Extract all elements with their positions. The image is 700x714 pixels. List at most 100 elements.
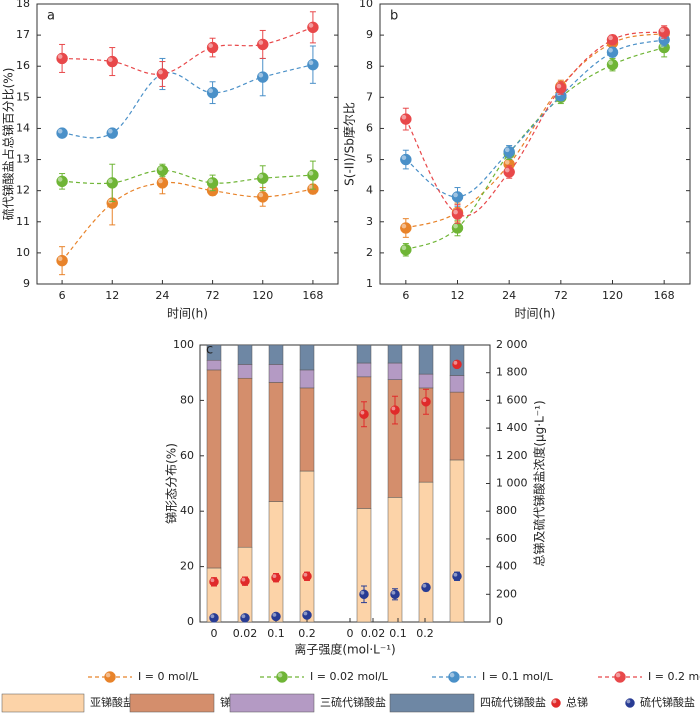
panel-c-xtick-label: 0.02	[233, 627, 258, 640]
panel-c-data-point-body	[421, 397, 431, 407]
panel-a-data-point-highlight	[308, 23, 314, 28]
panel-a-data-point-body	[257, 38, 269, 51]
panel-c-bar-segment	[237, 364, 253, 379]
panel-a-data-point-highlight	[308, 184, 314, 190]
panel-a-data-point-body	[106, 127, 118, 139]
panel-b-data-point-highlight	[453, 192, 458, 198]
panel-b-data-point-body	[400, 113, 412, 125]
panel-c-data-point	[359, 589, 369, 600]
panel-a-data-point	[307, 58, 319, 71]
panel-c-bar-segment	[268, 364, 284, 383]
panel-c-bar-segment	[268, 501, 284, 623]
panel-b-ytick-label: 3	[366, 215, 373, 228]
panel-a-data-point-body	[56, 254, 68, 267]
panel-c-data-point	[240, 613, 250, 623]
panel-a-data-point-highlight	[57, 54, 63, 59]
legend-item: I = 0.2 mol/L	[598, 670, 700, 683]
panel-c-xtick-label: 0.1	[267, 627, 285, 640]
panel-a-xtick-label: 168	[302, 289, 323, 302]
panel-c-ytick-right-label: 2 000	[496, 338, 528, 351]
panel-c-xtick-label: 0	[347, 627, 354, 640]
panel-a-plot-frame	[36, 3, 339, 285]
panel-c-data-point-highlight	[391, 590, 396, 595]
panel-b-yaxis-title: S(-II)/Sb摩尔比	[342, 102, 357, 186]
legend-label: 硫代锑酸盐	[640, 695, 695, 709]
panel-c-data-point-body	[240, 576, 250, 586]
panel-c-bar-segment	[299, 344, 315, 371]
panel-b-data-point-body	[400, 153, 412, 166]
panel-a-data-point-body	[56, 52, 68, 65]
panel-c-data-point-highlight	[422, 398, 427, 403]
panel-c-ytick-right-label: 600	[496, 532, 517, 545]
panel-a-ytick-label: 16	[16, 59, 30, 72]
panel-c-bar-segment	[206, 344, 222, 361]
panel-a-data-point-highlight	[258, 173, 264, 179]
panel-b-xtick-label: 168	[654, 289, 675, 302]
panel-b-data-point-highlight	[504, 147, 510, 153]
legend-item: 亚锑酸盐	[1, 693, 134, 713]
panel-b-data-point-body	[451, 191, 464, 203]
panel-a-data-point	[206, 177, 219, 189]
panel-a-data-point-body	[156, 164, 169, 177]
panel-c-ytick-right-label: 800	[496, 504, 517, 517]
panel-a-data-point	[106, 177, 118, 189]
panel-b-data-point-highlight	[401, 245, 407, 251]
panel-c-data-point	[390, 405, 400, 415]
panel-a-series-line	[62, 26, 314, 75]
panel-c-xtick-label: 0.2	[298, 627, 316, 640]
panel-a-data-point	[206, 41, 219, 54]
legend-marker-highlight	[105, 672, 111, 678]
legend-marker-highlight	[626, 699, 631, 704]
panel-b-data-point-highlight	[401, 155, 407, 160]
panel-c-bar-segment	[449, 391, 465, 461]
panel-b-data-point	[606, 58, 619, 71]
legend-swatch	[129, 693, 215, 713]
panel-a-data-point-body	[106, 55, 118, 68]
panel-a-data-point-body	[257, 172, 269, 184]
panel-a-data-point-highlight	[258, 192, 264, 198]
panel-b-data-point-highlight	[401, 223, 407, 229]
legend-bar-series: 亚锑酸盐锑酸盐三硫代锑酸盐四硫代锑酸盐总锑硫代锑酸盐	[1, 693, 695, 713]
panel-c-data-point-body	[452, 359, 462, 370]
panel-a-yaxis-title: 硫代锑酸盐占总锑百分比(%)	[1, 68, 16, 221]
panel-c-data-point-highlight	[210, 614, 215, 619]
panel-c-data-point	[240, 576, 250, 586]
panel-a-ytick-label: 15	[16, 90, 30, 103]
legend-marker-body	[551, 698, 561, 708]
panel-b-data-point-body	[606, 46, 619, 58]
panel-a-xtick-label: 12	[105, 289, 119, 302]
panel-a-ytick-label: 10	[16, 246, 30, 259]
panel-c-xaxis-title: 离子强度(mol·L⁻¹)	[294, 642, 395, 657]
legend-label: I = 0.2 mol/L	[648, 670, 700, 683]
panel-c-bar-segment	[449, 459, 465, 623]
panel-c-bar-segment	[387, 362, 403, 380]
panel-c-data-point	[390, 589, 400, 600]
legend-item: I = 0.02 mol/L	[260, 670, 389, 683]
panel-b-xtick-label: 6	[402, 289, 409, 302]
panel-c-bar-segment	[418, 481, 434, 623]
panel-c-ytick-label: 60	[180, 449, 194, 462]
panel-a-data-point-highlight	[57, 177, 63, 182]
legend-swatch	[229, 693, 315, 713]
panel-c-data-point	[302, 571, 312, 582]
panel-c-yaxis-title: 锑形态分布(%)	[165, 443, 179, 524]
panel-a-xtick-label: 120	[252, 289, 273, 302]
panel-a-data-point-highlight	[208, 88, 213, 94]
panel-c-ytick-right-label: 0	[496, 615, 503, 628]
panel-c-ytick-right-label: 400	[496, 560, 517, 573]
panel-b-ytick-label: 10	[359, 0, 373, 10]
panel-a-xtick-label: 72	[206, 289, 220, 302]
panel-a-ytick-label: 17	[16, 28, 30, 41]
panel-b-data-point-highlight	[453, 223, 458, 229]
panel-c-bar-segment	[206, 369, 222, 569]
panel-b-data-point-highlight	[608, 60, 613, 66]
panel-c-data-point	[271, 572, 281, 583]
panel-c-data-point-highlight	[272, 574, 277, 578]
panel-c-bar-segment	[356, 362, 372, 378]
panel-b-data-point-highlight	[556, 83, 562, 89]
legend-marker	[104, 671, 116, 683]
panel-b-xaxis-title: 时间(h)	[515, 307, 556, 321]
legend-label: 四硫代锑酸盐	[480, 695, 546, 709]
panel-c-bar-segment	[387, 344, 403, 364]
panel-b-data-point-body	[555, 82, 567, 94]
